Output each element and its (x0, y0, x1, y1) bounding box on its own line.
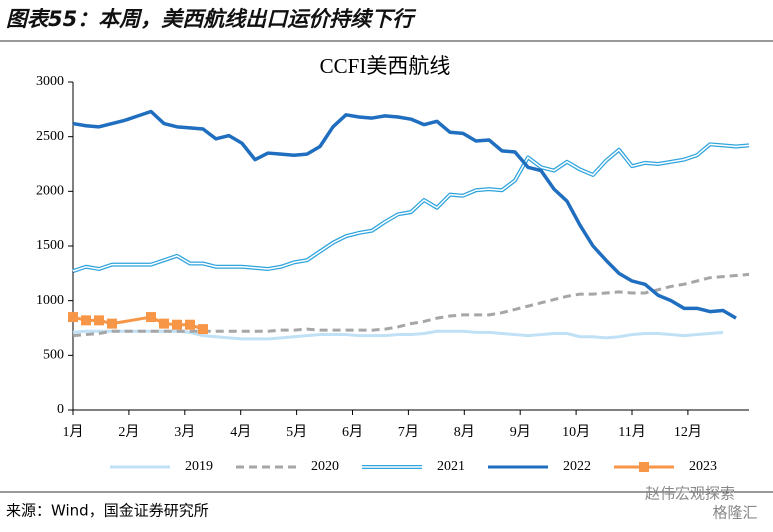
y-tick-label: 1000 (36, 293, 64, 308)
series-line (72, 272, 750, 338)
y-tick-label: 3000 (36, 74, 64, 89)
legend-label: 2019 (185, 459, 213, 474)
x-tick-label: 7月 (398, 424, 419, 440)
series-line-inner (72, 143, 750, 272)
x-tick-label: 6月 (342, 424, 363, 440)
x-tick-label: 3月 (174, 424, 195, 440)
series-marker (68, 312, 78, 323)
x-tick-label: 8月 (454, 424, 475, 440)
x-tick-label: 11月 (618, 424, 645, 440)
series-marker (94, 315, 104, 326)
series-marker (81, 315, 91, 326)
x-tick-label: 5月 (286, 424, 307, 440)
series-marker (185, 319, 195, 330)
y-tick-label: 2500 (36, 129, 64, 144)
x-tick-label: 4月 (230, 424, 251, 440)
x-tick-label: 9月 (510, 424, 531, 440)
series-marker (146, 312, 156, 323)
y-tick-label: 0 (57, 402, 64, 417)
y-tick-label: 500 (43, 348, 64, 363)
series-marker (107, 318, 117, 329)
legend-label: 2022 (563, 459, 591, 474)
x-tick-label: 10月 (562, 424, 590, 440)
x-tick-label: 12月 (674, 424, 702, 440)
y-tick-label: 2000 (36, 184, 64, 199)
watermark: 格隆汇 (712, 504, 757, 522)
chart-title: CCFI美西航线 (320, 54, 451, 78)
figure-header: 图表55：本周，美西航线出口运价持续下行 (6, 7, 417, 31)
series-marker (159, 318, 169, 329)
legend-marker (639, 462, 649, 472)
plot: 0 500 1000 1500 2000 2500 3000 1月 2月 3月 4月 5月 6月 7月 8月… (36, 74, 750, 474)
legend-label: 2020 (311, 459, 339, 474)
x-tick-label: 1月 (63, 424, 84, 440)
series-line (72, 109, 737, 320)
watermark: 赵伟宏观探索 (645, 485, 735, 503)
series-marker (172, 319, 182, 330)
source: 来源：Wind，国金证券研究所 (6, 502, 209, 520)
series-marker (198, 324, 208, 335)
legend-label: 2021 (437, 459, 465, 474)
x-tick-label: 2月 (118, 424, 139, 440)
series-line (72, 315, 204, 331)
legend-label: 2023 (689, 459, 717, 474)
y-tick-label: 1500 (36, 238, 64, 253)
